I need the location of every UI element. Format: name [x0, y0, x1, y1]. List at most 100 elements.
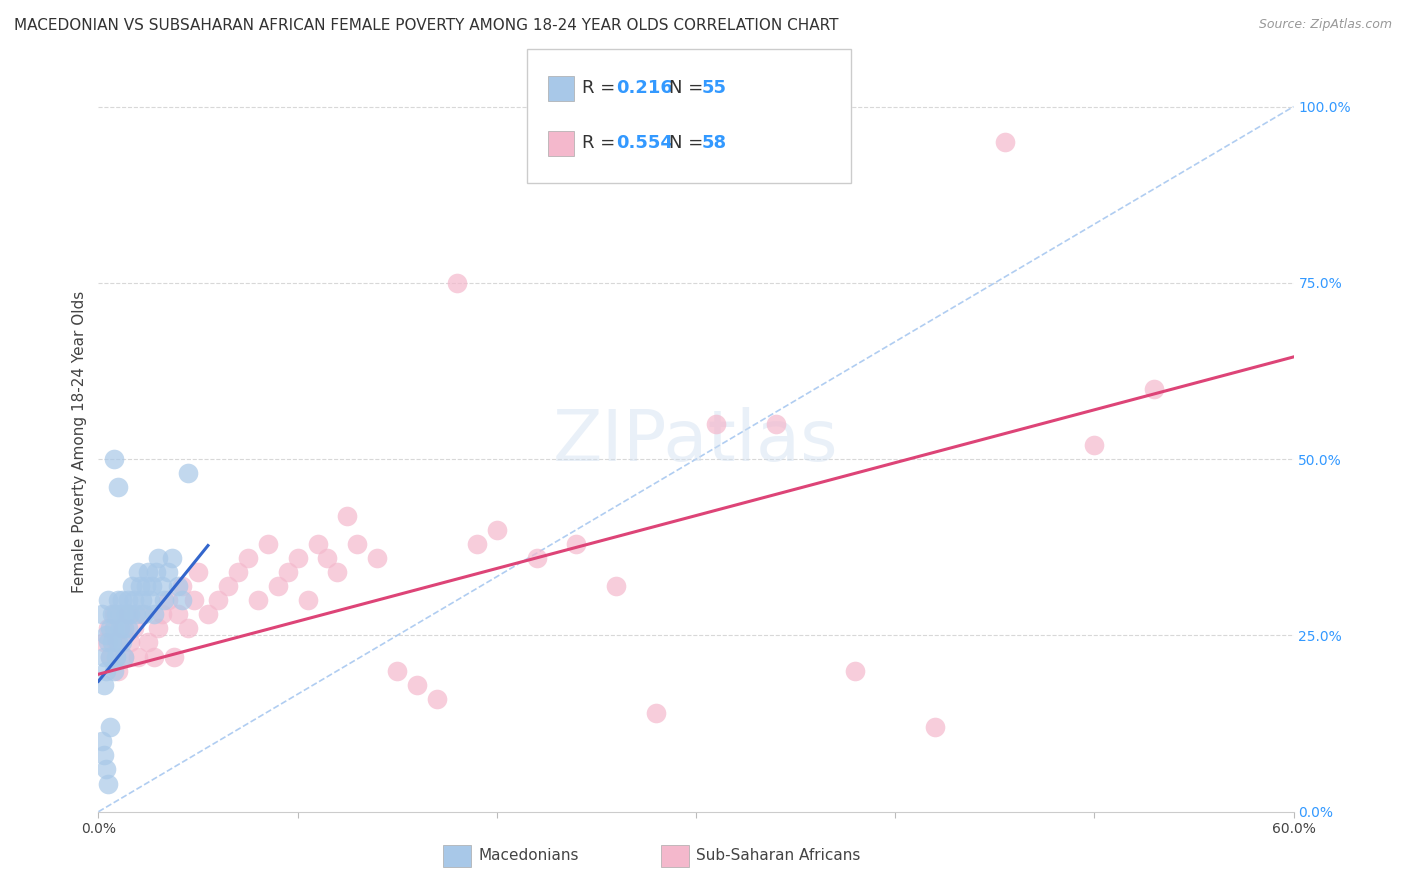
- Point: [217, 579, 239, 593]
- Point: [187, 565, 209, 579]
- Point: [129, 579, 152, 593]
- Point: [98, 621, 122, 635]
- Point: [103, 607, 125, 622]
- Point: [96, 628, 118, 642]
- Point: [366, 550, 388, 565]
- Point: [110, 621, 132, 635]
- Point: [107, 593, 129, 607]
- Point: [150, 607, 173, 622]
- Point: [765, 417, 787, 431]
- Point: [143, 607, 166, 622]
- Point: [153, 593, 176, 607]
- Point: [485, 523, 508, 537]
- Point: [277, 565, 299, 579]
- Point: [105, 635, 128, 649]
- Point: [105, 607, 128, 622]
- Point: [101, 607, 124, 622]
- Point: [107, 664, 129, 678]
- Point: [167, 607, 190, 622]
- Y-axis label: Female Poverty Among 18-24 Year Olds: Female Poverty Among 18-24 Year Olds: [72, 291, 87, 592]
- Point: [103, 452, 125, 467]
- Point: [207, 593, 229, 607]
- Point: [160, 550, 183, 565]
- Point: [267, 579, 290, 593]
- Point: [98, 720, 122, 734]
- Point: [297, 593, 319, 607]
- Text: ZIPatlas: ZIPatlas: [553, 407, 839, 476]
- Text: R =: R =: [582, 135, 621, 153]
- Point: [131, 593, 153, 607]
- Point: [136, 565, 159, 579]
- Point: [336, 508, 359, 523]
- Point: [134, 607, 156, 622]
- Point: [97, 776, 120, 790]
- Point: [117, 607, 139, 622]
- Point: [127, 649, 149, 664]
- Point: [994, 135, 1017, 149]
- Point: [645, 706, 668, 720]
- Point: [139, 593, 162, 607]
- Point: [167, 579, 190, 593]
- Point: [97, 635, 120, 649]
- Point: [96, 763, 118, 777]
- Point: [148, 621, 170, 635]
- Point: [112, 621, 135, 635]
- Point: [91, 607, 114, 622]
- Point: [131, 607, 153, 622]
- Point: [172, 579, 194, 593]
- Point: [316, 550, 339, 565]
- Point: [177, 621, 200, 635]
- Point: [157, 593, 180, 607]
- Text: MACEDONIAN VS SUBSAHARAN AFRICAN FEMALE POVERTY AMONG 18-24 YEAR OLDS CORRELATIO: MACEDONIAN VS SUBSAHARAN AFRICAN FEMALE …: [14, 18, 838, 33]
- Point: [97, 593, 120, 607]
- Point: [136, 635, 159, 649]
- Point: [145, 565, 167, 579]
- Point: [141, 579, 163, 593]
- Point: [1143, 382, 1166, 396]
- Point: [111, 621, 134, 635]
- Point: [183, 593, 205, 607]
- Point: [120, 635, 142, 649]
- Point: [565, 537, 588, 551]
- Point: [326, 565, 349, 579]
- Point: [135, 579, 157, 593]
- Point: [287, 550, 309, 565]
- Point: [465, 537, 488, 551]
- Point: [112, 649, 135, 664]
- Point: [385, 664, 409, 678]
- Text: Macedonians: Macedonians: [478, 848, 578, 863]
- Point: [157, 565, 180, 579]
- Point: [1083, 438, 1105, 452]
- Point: [96, 664, 118, 678]
- Point: [93, 649, 115, 664]
- Point: [163, 649, 186, 664]
- Point: [150, 579, 173, 593]
- Point: [346, 537, 368, 551]
- Point: [98, 649, 122, 664]
- Point: [93, 748, 115, 763]
- Point: [101, 635, 124, 649]
- Text: N =: N =: [669, 135, 709, 153]
- Point: [111, 593, 134, 607]
- Point: [117, 593, 139, 607]
- Point: [93, 635, 115, 649]
- Point: [125, 607, 148, 622]
- Point: [98, 649, 122, 664]
- Point: [97, 621, 120, 635]
- Text: N =: N =: [669, 79, 709, 97]
- Point: [226, 565, 249, 579]
- Text: Sub-Saharan Africans: Sub-Saharan Africans: [696, 848, 860, 863]
- Point: [121, 579, 143, 593]
- Point: [307, 537, 329, 551]
- Point: [127, 565, 149, 579]
- Point: [197, 607, 219, 622]
- Point: [120, 607, 142, 622]
- Point: [256, 537, 278, 551]
- Point: [446, 276, 468, 290]
- Text: 0.216: 0.216: [616, 79, 672, 97]
- Point: [103, 664, 125, 678]
- Point: [107, 635, 129, 649]
- Point: [246, 593, 269, 607]
- Point: [236, 550, 259, 565]
- Point: [704, 417, 727, 431]
